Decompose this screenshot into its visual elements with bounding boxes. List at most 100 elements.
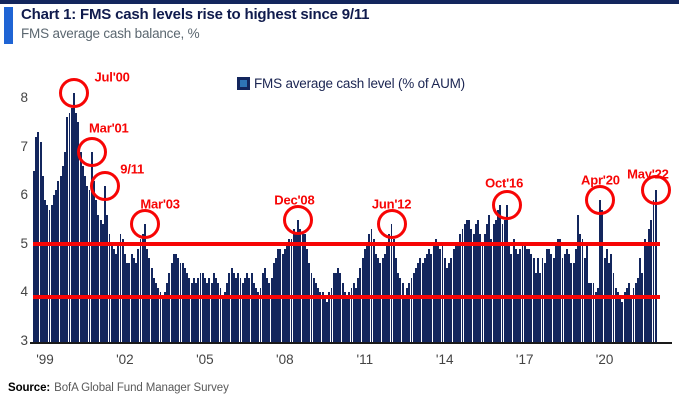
cash-level-bar <box>637 277 639 343</box>
cash-level-bar <box>461 229 464 343</box>
cash-level-bar <box>648 229 650 343</box>
cash-level-bar <box>243 277 246 343</box>
cash-level-bar <box>625 287 628 343</box>
annotation-circle <box>90 170 121 201</box>
cash-level-bar <box>406 287 408 343</box>
cash-level-bar <box>521 243 524 343</box>
cash-level-bar <box>319 292 322 343</box>
source-text: BofA Global Fund Manager Survey <box>54 382 229 394</box>
annotation-label: May'22 <box>627 166 669 182</box>
cash-level-bar <box>237 273 240 343</box>
cash-level-bar <box>266 277 269 343</box>
annotation-label: Dec'08 <box>274 192 315 207</box>
cash-level-bar <box>483 234 486 343</box>
annotation-label: Apr'20 <box>581 172 620 188</box>
cash-level-bar <box>72 93 75 343</box>
cash-level-bar <box>246 273 249 343</box>
annotation-label: Oct'16 <box>485 175 524 191</box>
annotation-label: Jun'12 <box>371 196 412 212</box>
cash-level-bar <box>359 268 362 343</box>
cash-level-bar <box>208 277 211 343</box>
cash-level-bar <box>410 277 413 343</box>
cash-level-bar <box>486 224 488 343</box>
cash-level-bar <box>79 151 82 343</box>
cash-level-bar <box>97 214 100 343</box>
cash-level-bar <box>68 112 71 343</box>
cash-level-bar <box>166 282 169 343</box>
cash-level-bar <box>570 263 573 343</box>
chart-subtitle: FMS average cash balance, % <box>21 26 200 41</box>
cash-level-bar <box>366 243 368 343</box>
cash-level-bar <box>421 263 424 343</box>
cash-level-bar <box>552 258 555 343</box>
annotation-circle <box>76 136 107 167</box>
cash-level-bar <box>639 258 642 343</box>
cash-level-bar <box>150 268 153 343</box>
cash-level-bar <box>339 273 342 343</box>
cash-level-bar <box>590 282 593 343</box>
y-axis-tick-label: 8 <box>20 90 28 105</box>
cash-level-bar <box>561 258 564 343</box>
source-prefix: Source: <box>8 382 51 394</box>
cash-level-bar <box>388 234 391 343</box>
cash-level-bar <box>197 277 200 343</box>
cash-level-bar <box>377 258 380 343</box>
bar-series-legend-marker-icon <box>237 77 250 90</box>
cash-level-bar <box>170 263 173 343</box>
cash-level-bar <box>457 243 460 343</box>
cash-level-bar <box>543 263 546 343</box>
cash-level-bar <box>492 224 495 343</box>
cash-level-bar <box>201 273 204 343</box>
cash-level-bar <box>95 200 98 343</box>
cash-level-bar <box>121 238 124 343</box>
cash-level-bar <box>597 287 599 343</box>
cash-level-bar <box>33 170 35 343</box>
cash-level-bar <box>81 166 84 343</box>
cash-level-bar <box>370 229 373 343</box>
annotation-circle <box>492 189 523 220</box>
cash-level-bar <box>164 292 166 343</box>
cash-level-bar <box>250 273 253 343</box>
cash-level-bar <box>612 273 615 343</box>
cash-level-bar <box>168 273 171 343</box>
bar-series-legend-marker-inner <box>240 80 247 87</box>
cash-level-bar <box>594 292 597 343</box>
cash-level-bar <box>534 273 537 343</box>
cash-level-bar <box>652 200 655 343</box>
cash-level-bar <box>341 282 344 343</box>
cash-level-bar <box>641 273 644 343</box>
cash-level-bar <box>181 263 184 343</box>
cash-level-bar <box>75 112 78 343</box>
cash-level-bar <box>64 151 66 343</box>
cash-level-bar <box>454 243 457 343</box>
cash-level-bar <box>255 287 257 343</box>
cash-level-bar <box>159 292 162 343</box>
cash-level-bar <box>177 258 180 343</box>
cash-level-bar <box>219 287 222 343</box>
cash-level-bar <box>326 302 328 343</box>
cash-level-bar <box>423 258 426 343</box>
cash-level-bar <box>330 287 333 343</box>
cash-level-bar <box>117 243 120 343</box>
cash-level-bar <box>346 297 348 343</box>
cash-level-bar <box>541 258 544 343</box>
cash-level-bar <box>390 224 393 343</box>
x-axis-tick-label: '05 <box>196 352 214 367</box>
cash-level-bar <box>188 277 191 343</box>
cash-level-bar <box>599 200 602 343</box>
cash-level-bar <box>297 219 300 343</box>
cash-level-bar <box>190 282 193 343</box>
cash-level-bar <box>608 263 611 343</box>
cash-level-bar <box>232 273 235 343</box>
y-axis-tick-label: 4 <box>20 284 28 300</box>
cash-level-bar <box>403 297 406 343</box>
cash-level-bar <box>290 238 293 343</box>
cash-level-bar <box>217 282 220 343</box>
cash-level-bar <box>308 263 311 343</box>
cash-level-bar <box>414 268 417 343</box>
x-axis-tick-label: '14 <box>435 352 454 367</box>
x-axis-tick-label: '02 <box>116 352 134 367</box>
cash-level-bar <box>554 243 557 343</box>
cash-level-bar <box>408 282 411 343</box>
cash-level-bar <box>532 258 535 343</box>
